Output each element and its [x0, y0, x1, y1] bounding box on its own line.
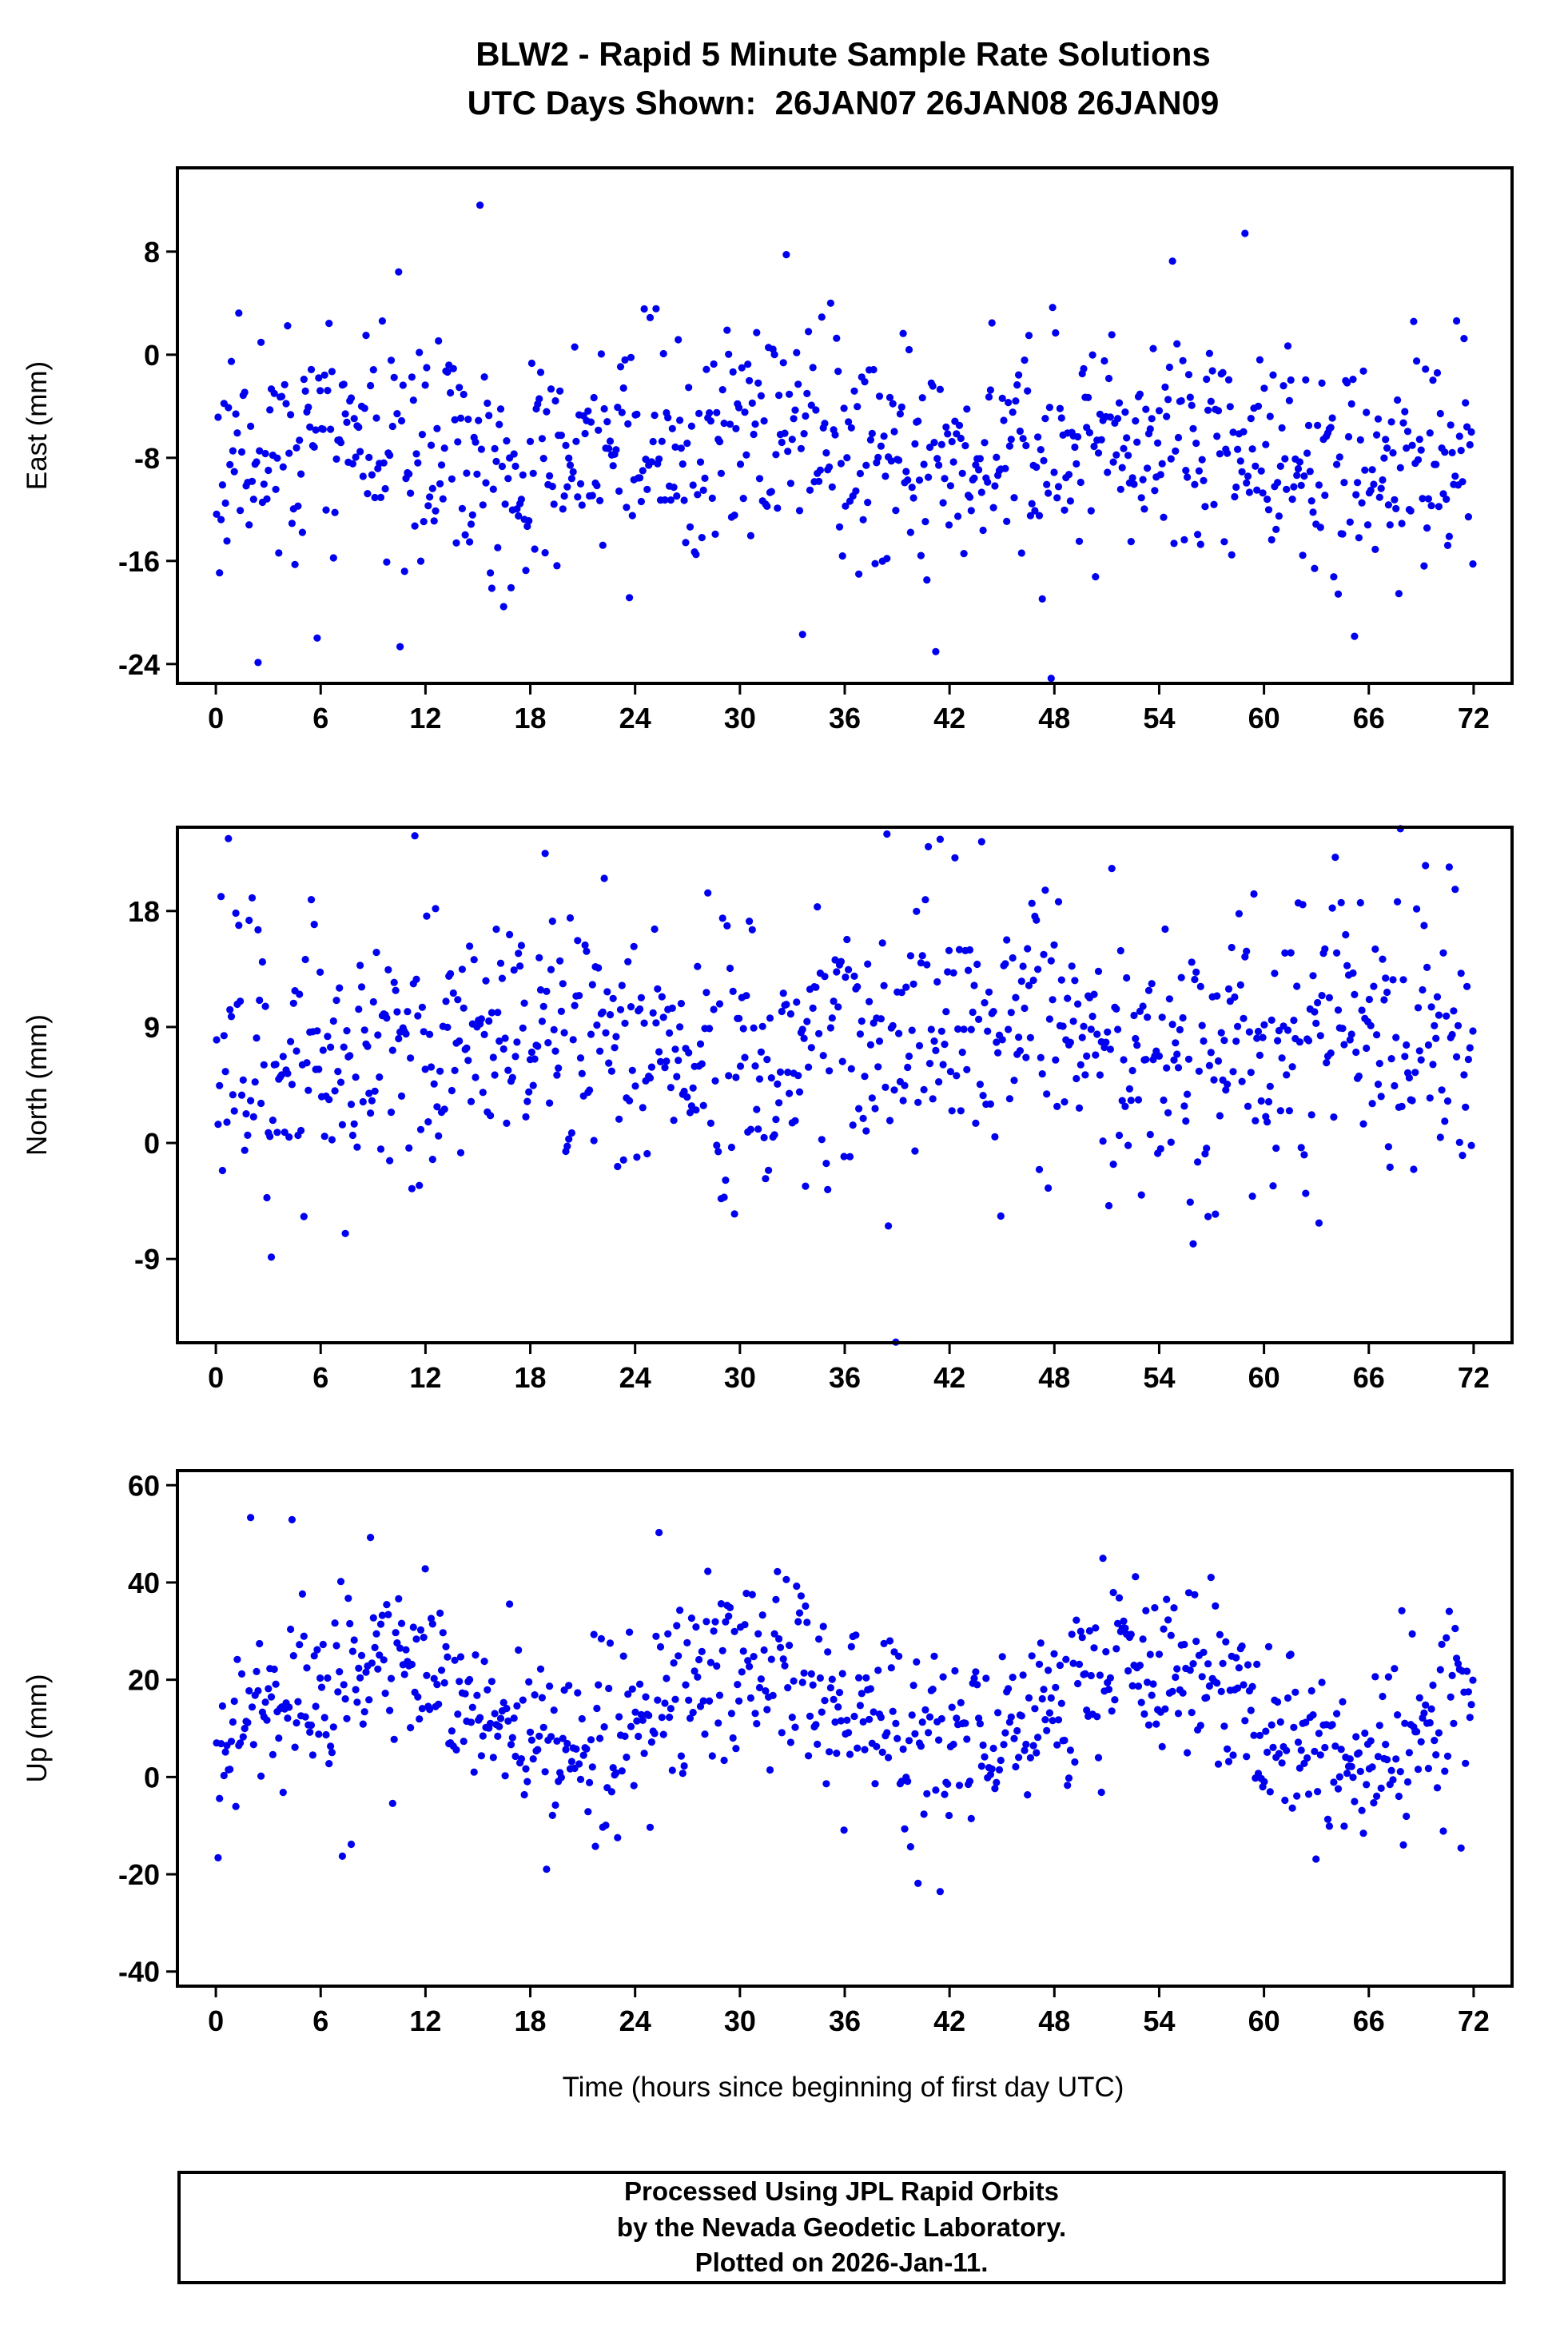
- svg-text:8: 8: [144, 236, 160, 269]
- svg-text:0: 0: [144, 339, 160, 372]
- svg-text:24: 24: [619, 1361, 651, 1394]
- svg-text:12: 12: [409, 1361, 441, 1394]
- svg-text:30: 30: [724, 1361, 756, 1394]
- svg-text:48: 48: [1038, 702, 1070, 735]
- up-scatter-plot: 0 6 12 18 24 30 36 42 48 54 60 66 72 -40 -20 0 20 40 60 Up …: [22, 1469, 1514, 2037]
- svg-text:66: 66: [1353, 702, 1385, 735]
- chart-north: 0 6 12 18 24 30 36 42 48 54 60 66 72 -9 0 9 18 North (mm): [0, 807, 1568, 1415]
- chart-up: 0 6 12 18 24 30 36 42 48 54 60 66 72 -40 -20 0 20 40 60 Up …: [0, 1451, 1568, 2074]
- svg-text:-16: -16: [118, 545, 160, 578]
- svg-text:-9: -9: [134, 1243, 160, 1276]
- footer-line-3: Plotted on 2026-Jan-11.: [694, 2247, 989, 2278]
- svg-text:12: 12: [409, 2005, 441, 2037]
- svg-text:60: 60: [1248, 702, 1280, 735]
- svg-text:0: 0: [208, 2005, 224, 2037]
- svg-text:72: 72: [1458, 702, 1490, 735]
- svg-text:42: 42: [933, 1361, 965, 1394]
- chart-east: 0 6 12 18 24 30 36 42 48 54 60 66 72 -24 -16 -8 0 8 East (…: [0, 148, 1568, 755]
- svg-text:24: 24: [619, 702, 651, 735]
- svg-text:48: 48: [1038, 2005, 1070, 2037]
- svg-text:6: 6: [312, 702, 328, 735]
- svg-text:18: 18: [515, 702, 547, 735]
- svg-text:36: 36: [829, 702, 861, 735]
- svg-text:60: 60: [128, 1469, 160, 1502]
- title-line-2: UTC Days Shown: 26JAN07 26JAN08 26JAN09: [467, 83, 1220, 121]
- svg-text:6: 6: [312, 2005, 328, 2037]
- svg-text:18: 18: [515, 1361, 547, 1394]
- north-scatter-plot: 0 6 12 18 24 30 36 42 48 54 60 66 72 -9 0 9 18 North (mm): [22, 825, 1514, 1394]
- east-scatter-plot: 0 6 12 18 24 30 36 42 48 54 60 66 72 -24 -16 -8 0 8 East (…: [22, 166, 1514, 735]
- svg-text:60: 60: [1248, 2005, 1280, 2037]
- svg-text:0: 0: [208, 702, 224, 735]
- svg-text:60: 60: [1248, 1361, 1280, 1394]
- svg-text:54: 54: [1143, 2005, 1175, 2037]
- svg-text:36: 36: [829, 2005, 861, 2037]
- svg-text:24: 24: [619, 2005, 651, 2037]
- svg-text:18: 18: [515, 2005, 547, 2037]
- svg-text:54: 54: [1143, 1361, 1175, 1394]
- svg-text:48: 48: [1038, 1361, 1070, 1394]
- svg-text:66: 66: [1353, 1361, 1385, 1394]
- svg-text:-40: -40: [118, 1956, 160, 1989]
- page-title: BLW2 - Rapid 5 Minute Sample Rate Soluti…: [120, 30, 1566, 128]
- svg-text:54: 54: [1143, 702, 1175, 735]
- svg-text:40: 40: [128, 1567, 160, 1599]
- svg-text:30: 30: [724, 2005, 756, 2037]
- svg-text:20: 20: [128, 1664, 160, 1697]
- svg-text:-24: -24: [118, 648, 160, 681]
- svg-text:72: 72: [1458, 1361, 1490, 1394]
- svg-text:36: 36: [829, 1361, 861, 1394]
- svg-text:42: 42: [933, 702, 965, 735]
- svg-text:-20: -20: [118, 1858, 160, 1891]
- svg-text:Up (mm): Up (mm): [22, 1674, 53, 1782]
- footer-line-1: Processed Using JPL Rapid Orbits: [623, 2176, 1060, 2207]
- svg-text:42: 42: [933, 2005, 965, 2037]
- footer-box: Processed Using JPL Rapid Orbits by the …: [177, 2171, 1506, 2284]
- svg-text:0: 0: [144, 1761, 160, 1794]
- svg-text:9: 9: [144, 1011, 160, 1044]
- svg-text:0: 0: [208, 1361, 224, 1394]
- x-axis-label: Time (hours since beginning of first day…: [562, 2072, 1124, 2103]
- svg-text:North (mm): North (mm): [22, 1014, 53, 1156]
- footer-line-2: by the Nevada Geodetic Laboratory.: [616, 2212, 1067, 2242]
- svg-text:72: 72: [1458, 2005, 1490, 2037]
- svg-text:66: 66: [1353, 2005, 1385, 2037]
- svg-text:-8: -8: [134, 442, 160, 475]
- title-line-1: BLW2 - Rapid 5 Minute Sample Rate Soluti…: [476, 35, 1211, 73]
- svg-text:6: 6: [312, 1361, 328, 1394]
- svg-text:18: 18: [128, 895, 160, 928]
- svg-text:East (mm): East (mm): [22, 361, 53, 490]
- svg-text:30: 30: [724, 702, 756, 735]
- svg-text:0: 0: [144, 1127, 160, 1160]
- svg-text:12: 12: [409, 702, 441, 735]
